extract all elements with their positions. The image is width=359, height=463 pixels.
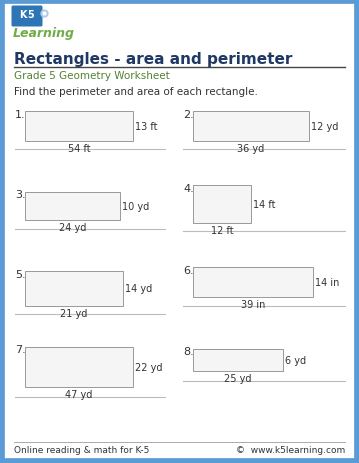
Text: 25 yd: 25 yd — [224, 373, 252, 383]
Text: 36 yd: 36 yd — [237, 144, 265, 154]
Text: 5: 5 — [27, 10, 34, 20]
Text: 14 yd: 14 yd — [125, 284, 152, 294]
Text: 5.: 5. — [15, 269, 25, 279]
Text: 8.: 8. — [183, 346, 194, 356]
Text: Online reading & math for K-5: Online reading & math for K-5 — [14, 445, 149, 454]
Bar — [193, 112, 309, 142]
Text: Grade 5 Geometry Worksheet: Grade 5 Geometry Worksheet — [14, 71, 170, 81]
Bar — [193, 186, 251, 224]
Text: 6 yd: 6 yd — [285, 355, 306, 365]
FancyBboxPatch shape — [11, 6, 42, 27]
Text: Find the perimeter and area of each rectangle.: Find the perimeter and area of each rect… — [14, 87, 258, 97]
Text: 21 yd: 21 yd — [60, 308, 88, 319]
Text: K: K — [19, 10, 27, 20]
Text: 13 ft: 13 ft — [135, 122, 158, 131]
Bar — [25, 112, 133, 142]
Text: 14 in: 14 in — [315, 277, 339, 288]
Bar — [25, 271, 123, 307]
Text: 4.: 4. — [183, 184, 194, 194]
Bar — [25, 347, 133, 387]
Text: 54 ft: 54 ft — [68, 144, 90, 154]
Bar — [193, 268, 313, 297]
Text: 47 yd: 47 yd — [65, 389, 93, 399]
Text: 3.: 3. — [15, 189, 25, 200]
Text: 6.: 6. — [183, 265, 194, 275]
Text: 2.: 2. — [183, 110, 194, 120]
Text: Rectangles - area and perimeter: Rectangles - area and perimeter — [14, 52, 292, 67]
Text: 10 yd: 10 yd — [122, 201, 149, 212]
Text: ©  www.k5learning.com: © www.k5learning.com — [236, 445, 345, 454]
Text: 39 in: 39 in — [241, 300, 265, 309]
Text: 1.: 1. — [15, 110, 25, 120]
Text: 12 ft: 12 ft — [211, 225, 233, 236]
Text: 14 ft: 14 ft — [253, 200, 275, 210]
Text: 22 yd: 22 yd — [135, 362, 163, 372]
Text: Learning: Learning — [13, 27, 75, 40]
Text: 12 yd: 12 yd — [311, 122, 339, 131]
Bar — [25, 193, 120, 220]
Text: 7.: 7. — [15, 344, 26, 354]
Text: 24 yd: 24 yd — [59, 223, 86, 232]
Bar — [193, 349, 283, 371]
